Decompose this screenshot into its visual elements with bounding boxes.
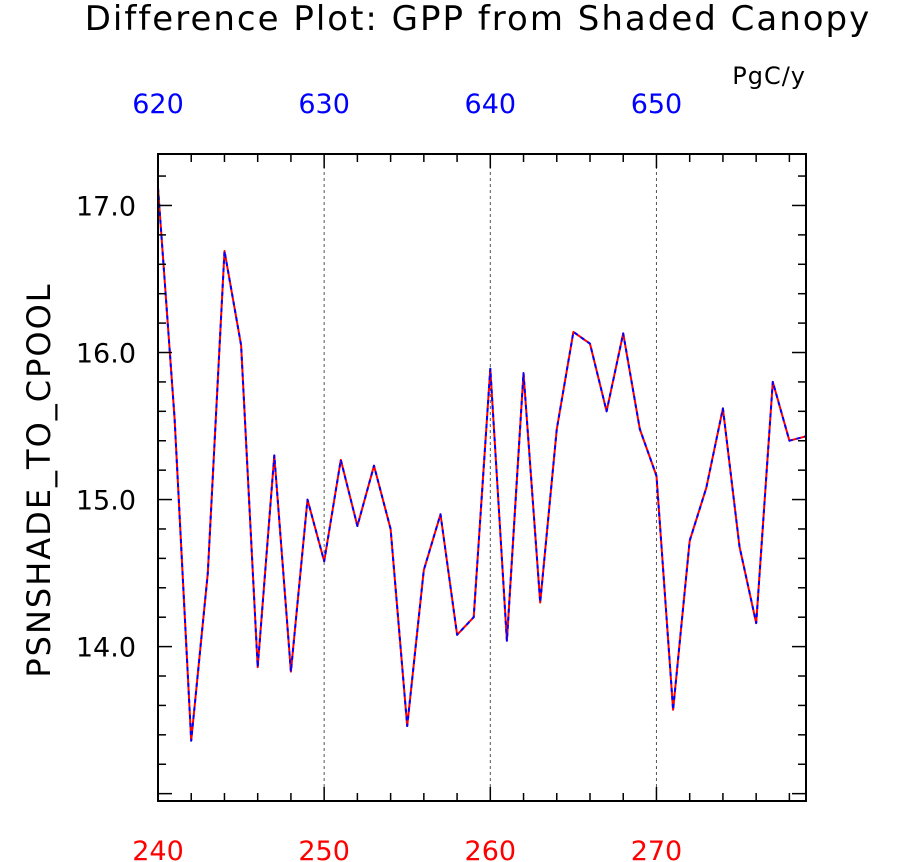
x-tick-label: 270 [631,836,683,862]
top-x-tick-label: 630 [298,89,350,120]
series-line-1 [157,187,807,742]
units-label: PgC/y [732,62,806,90]
top-x-tick-label: 640 [465,89,517,120]
y-axis-label: PSNSHADE_TO_CPOOL [20,282,58,677]
series-line-0 [157,187,807,742]
y-tick-label: 16.0 [76,339,136,370]
y-tick-label: 17.0 [76,191,136,222]
x-tick-label: 240 [132,836,184,862]
y-tick-label: 14.0 [76,633,136,664]
plot-frame [157,153,807,802]
top-x-tick-label: 620 [132,89,184,120]
chart-title: Difference Plot: GPP from Shaded Canopy [85,0,872,39]
x-tick-label: 260 [465,836,517,862]
y-tick-label: 15.0 [76,486,136,517]
grid-layer [323,154,657,801]
tick-layer [157,154,806,801]
series-layer [157,187,807,742]
tick-label-layer: 240 250 260 270 620 630 640 650 14.0 15.0 16.0 17.0 [76,89,682,862]
x-tick-label: 250 [298,836,350,862]
top-x-tick-label: 650 [631,89,683,120]
